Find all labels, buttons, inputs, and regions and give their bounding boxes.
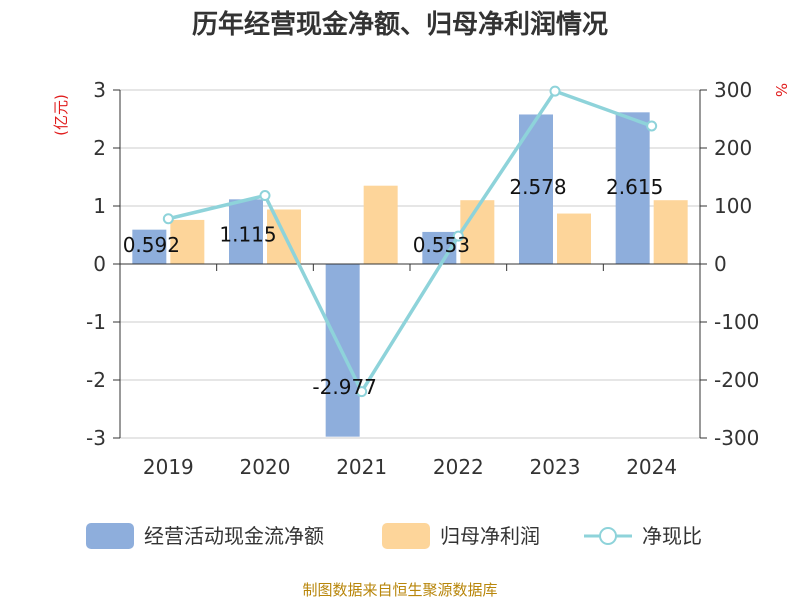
right-axis-tick-label: 100 bbox=[714, 194, 752, 218]
bars-layer bbox=[132, 112, 688, 437]
legend-marker bbox=[599, 527, 617, 545]
legend-label: 经营活动现金流净额 bbox=[144, 524, 324, 548]
right-axis-tick-label: 200 bbox=[714, 136, 752, 160]
right-axis-tick-label: 300 bbox=[714, 78, 752, 102]
legend-swatch bbox=[86, 523, 134, 549]
net-profit-bar bbox=[557, 213, 591, 264]
legend-item-cash-flow: 经营活动现金流净额 bbox=[86, 523, 324, 549]
right-axis-tick-label: -100 bbox=[714, 310, 759, 334]
cash-ratio-point bbox=[356, 386, 368, 398]
cash-flow-bar bbox=[229, 199, 263, 264]
legend-label: 净现比 bbox=[642, 524, 702, 548]
x-axis-tick-label: 2021 bbox=[336, 455, 387, 479]
left-axis-unit: (亿元) bbox=[52, 94, 70, 136]
source-note: 制图数据来自恒生聚源数据库 bbox=[302, 581, 497, 599]
left-axis-tick-label: 1 bbox=[93, 194, 106, 218]
net-profit-bar bbox=[460, 200, 495, 264]
legend-swatch bbox=[382, 523, 430, 549]
cash-ratio-point bbox=[452, 230, 464, 242]
right-axis-tick-label: 0 bbox=[714, 252, 727, 276]
cash-ratio-point bbox=[162, 213, 174, 225]
x-axis-tick-label: 2019 bbox=[143, 455, 194, 479]
x-axis-tick-label: 2022 bbox=[433, 455, 484, 479]
right-axis-tick-label: -300 bbox=[714, 426, 759, 450]
data-labels-layer: 0.592 1.115 -2.977 0.553 2.578 2.615 bbox=[123, 175, 664, 399]
cash-flow-bar bbox=[132, 229, 167, 264]
left-axis-tick-label: 2 bbox=[93, 136, 106, 160]
left-axis-tick-label: -3 bbox=[86, 426, 106, 450]
cash-flow-data-label: 2.578 bbox=[509, 175, 566, 199]
legend-item-net-profit: 归母净利润 bbox=[382, 523, 540, 549]
left-axis-tick-label: 3 bbox=[93, 78, 106, 102]
net-profit-bar bbox=[653, 200, 688, 264]
left-axis-tick-label: -1 bbox=[86, 310, 106, 334]
cash-flow-data-label: -2.977 bbox=[312, 375, 376, 399]
cash-ratio-point bbox=[646, 120, 658, 132]
x-axis-tick-label: 2023 bbox=[530, 455, 581, 479]
cash-ratio-point bbox=[549, 85, 561, 97]
cash-flow-data-label: 1.115 bbox=[219, 222, 276, 246]
legend-item-cash-ratio: 净现比 bbox=[584, 524, 702, 548]
cash-flow-data-label: 0.592 bbox=[123, 233, 180, 257]
cash-ratio-point bbox=[259, 190, 271, 202]
chart-title: 历年经营现金净额、归母净利润情况 bbox=[192, 9, 608, 40]
x-axis-tick-label: 2020 bbox=[240, 455, 291, 479]
left-axis-tick-label: -2 bbox=[86, 368, 106, 392]
cash-flow-bar bbox=[615, 112, 650, 264]
legend: 经营活动现金流净额 归母净利润 净现比 bbox=[86, 523, 702, 549]
right-axis-unit: % bbox=[772, 83, 790, 97]
cash-ratio-line bbox=[167, 89, 653, 394]
cash-flow-data-label: 0.553 bbox=[413, 233, 470, 257]
x-axis-tick-label: 2024 bbox=[626, 455, 677, 479]
legend-label: 归母净利润 bbox=[440, 524, 540, 548]
net-profit-bar bbox=[170, 219, 205, 264]
net-profit-bar bbox=[363, 185, 398, 264]
axes-layer: 3 2 1 0 -1 -2 -3 300 200 100 0 -100 -200 -300 2019 2020… bbox=[86, 78, 759, 479]
cash-flow-data-label: 2.615 bbox=[606, 175, 663, 199]
line-layer bbox=[162, 85, 658, 398]
left-axis-tick-label: 0 bbox=[93, 252, 106, 276]
right-axis-tick-label: -200 bbox=[714, 368, 759, 392]
